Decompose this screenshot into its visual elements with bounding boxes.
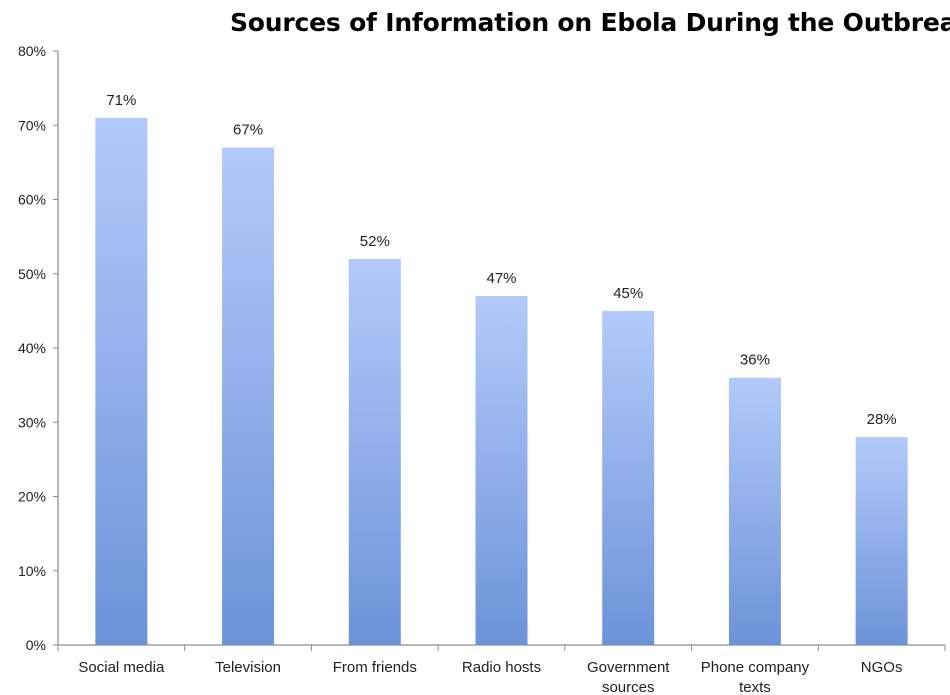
y-tick-label: 40% (18, 340, 46, 356)
category-label: NGOs (861, 659, 903, 676)
category-label: Social media (78, 659, 165, 676)
bar (348, 258, 401, 645)
bars-group (95, 117, 908, 645)
category-label: sources (602, 679, 655, 695)
bar (222, 147, 275, 645)
y-tick-label: 70% (18, 117, 46, 133)
bar (475, 296, 528, 645)
y-tick-label: 80% (18, 43, 46, 59)
data-label: 47% (486, 270, 516, 287)
data-label: 45% (613, 285, 643, 302)
data-label: 71% (106, 92, 136, 109)
bar (602, 310, 655, 645)
bar (95, 117, 148, 645)
y-tick-label: 50% (18, 266, 46, 282)
bar (855, 437, 908, 645)
labels-group: 71% Social media 67% Television 52% From frie… (78, 92, 902, 695)
y-tick-label: 30% (18, 414, 46, 430)
category-label: Government (587, 659, 670, 676)
category-label: Phone company (701, 659, 810, 676)
chart-title: Sources of Information on Ebola During t… (230, 8, 950, 37)
data-label: 52% (360, 233, 390, 250)
y-tick-label: 10% (18, 563, 46, 579)
y-tick-label: 0% (26, 637, 46, 653)
bar (728, 377, 781, 645)
data-label: 36% (740, 352, 770, 369)
category-label: texts (739, 679, 771, 695)
category-label: From friends (333, 659, 417, 676)
y-tick-label: 60% (18, 192, 46, 208)
category-label: Radio hosts (462, 659, 541, 676)
category-label: Television (215, 659, 281, 676)
y-tick-label: 20% (18, 489, 46, 505)
data-label: 67% (233, 122, 263, 139)
data-label: 28% (867, 411, 897, 428)
